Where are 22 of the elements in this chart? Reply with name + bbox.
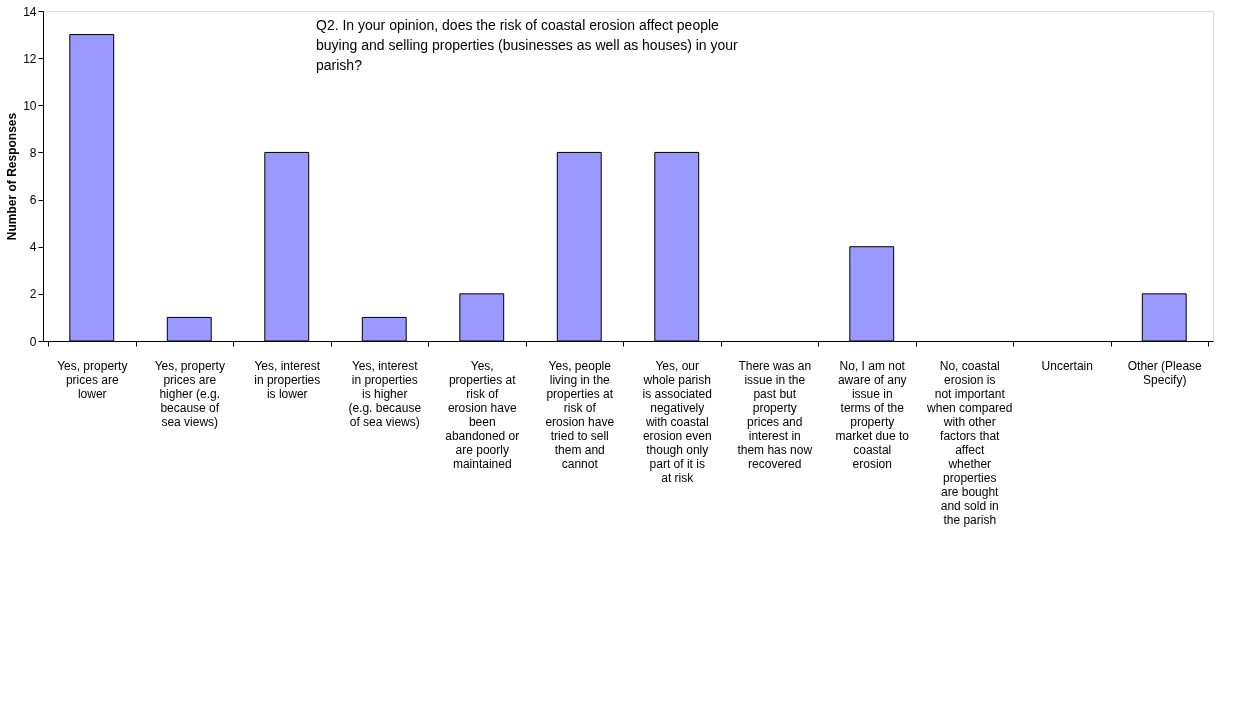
x-tick-label: Uncertain [1041,358,1093,373]
y-tick-label: 6 [29,193,37,208]
y-tick-label: 2 [29,287,37,302]
x-tick-label: There was an issue in the past but property prices and interest in them has now recovered [737,358,813,471]
x-tick-label: No, I am not aware of any issue in terms of the property market due to coastal erosion [835,358,910,471]
x-tick-label: Yes, people living in the properties at risk of erosion have tried to sell them and cannot [545,358,615,471]
category-label: Yes, our whole parish is associated negatively with coastal erosion even though only part of it is at risk [642,358,712,485]
x-tick-label: Yes, interest in properties is higher (e.g. because of sea views) [348,358,422,429]
x-tick-label: Other (Please Specify) [1127,358,1203,387]
x-tick-label: Yes, properties at risk of erosion have been abandoned or are poorly maintained [445,358,520,471]
y-tick-label: 4 [29,240,37,255]
y-tick-label: 8 [29,145,37,160]
category-label: No, coastal erosion is not important when compared with other factors that affect whether properties are bought and sold in the parish [927,358,1013,527]
y-tick-label: 14 [23,4,37,19]
y-axis-title: Number of Responses [5,112,20,241]
y-tick-label: 0 [29,334,37,349]
x-tick-label: Yes, property prices are lower [57,358,128,401]
x-tick-label: Yes, interest in properties is lower [254,358,321,401]
y-tick-label: 10 [23,98,37,113]
x-tick-label: Yes, property prices are higher (e.g. because of sea views) [154,358,225,429]
y-tick-label: 12 [23,51,37,66]
annotation: Q2. In your opinion, does the risk of coastal erosion affect people buying and selling properties (businesses as well as houses) in your parish? [316,17,739,73]
